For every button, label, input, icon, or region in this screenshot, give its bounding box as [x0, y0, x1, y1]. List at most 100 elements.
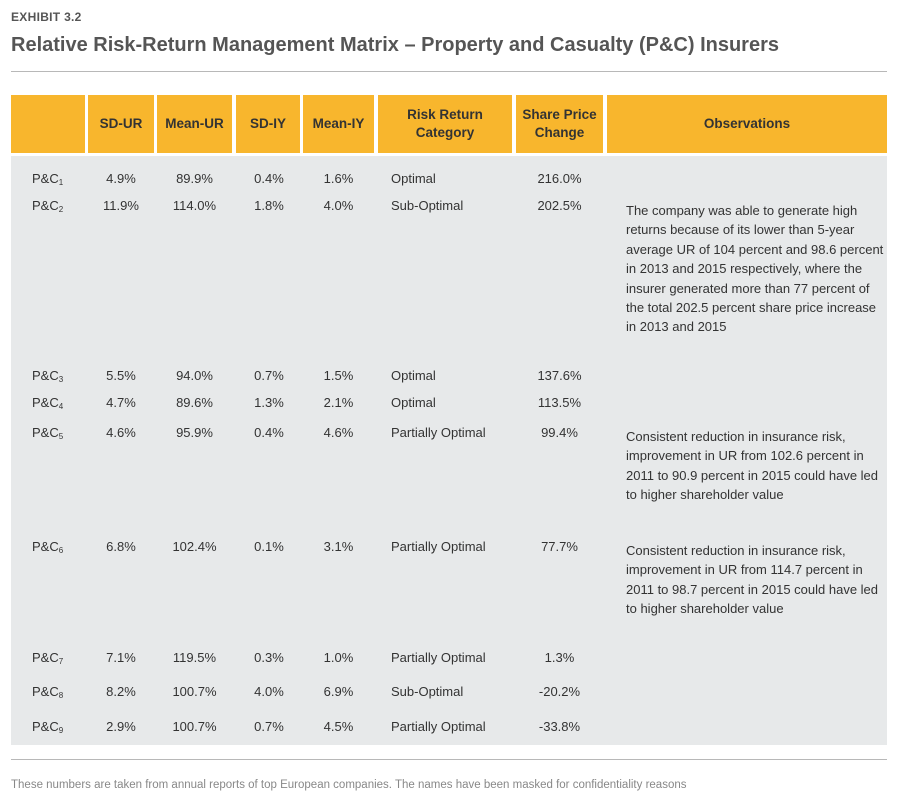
cell-mean-iy: 4.6%	[323, 425, 354, 440]
row-name-subscript: 7	[58, 657, 64, 666]
cell-category: Optimal	[391, 368, 436, 383]
header-observations: Observations	[607, 95, 887, 153]
cell-sd-iy: 0.3%	[254, 650, 284, 665]
cell-category: Sub-Optimal	[391, 684, 464, 699]
cell-mean-iy: 2.1%	[323, 395, 354, 410]
cell-spc: 216.0%	[537, 171, 582, 186]
row-name-text: P&C	[32, 198, 59, 213]
row-name-subscript: 5	[58, 432, 64, 441]
bottom-divider	[11, 759, 887, 760]
row-name: P&C1	[32, 171, 63, 187]
row-name-subscript: 8	[58, 691, 64, 700]
exhibit-label: EXHIBIT 3.2	[11, 10, 82, 24]
cell-spc: 202.5%	[537, 198, 582, 213]
cell-spc: 1.3%	[544, 650, 575, 665]
row-name-subscript: 4	[58, 402, 64, 411]
row-name-subscript: 9	[58, 726, 64, 735]
header-mean-iy: Mean-IY	[303, 95, 374, 153]
row-name: P&C2	[32, 198, 63, 214]
cell-mean-iy: 1.6%	[323, 171, 354, 186]
cell-mean-ur: 94.0%	[176, 368, 213, 383]
footnote: These numbers are taken from annual repo…	[11, 779, 687, 791]
header-risk-return-category: Risk Return Category	[378, 95, 512, 153]
row-name-text: P&C	[32, 425, 59, 440]
cell-sd-ur: 7.1%	[106, 650, 136, 665]
header-mean-ur: Mean-UR	[157, 95, 232, 153]
header-spc-line1: Share Price	[522, 107, 597, 122]
cell-category: Partially Optimal	[391, 650, 486, 665]
cell-sd-iy: 0.7%	[254, 368, 284, 383]
row-name-subscript: 2	[58, 205, 64, 214]
cell-mean-ur: 100.7%	[172, 719, 217, 734]
cell-sd-ur: 5.5%	[106, 368, 136, 383]
cell-spc: 113.5%	[537, 395, 582, 410]
row-name-text: P&C	[32, 719, 59, 734]
header-category-line2: Category	[415, 125, 475, 140]
cell-sd-ur: 2.9%	[106, 719, 136, 734]
cell-mean-ur: 119.5%	[172, 650, 217, 665]
page-title: Relative Risk-Return Management Matrix –…	[11, 34, 779, 56]
header-sd-iy: SD-IY	[236, 95, 300, 153]
row-name: P&C5	[32, 425, 63, 441]
row-name: P&C4	[32, 395, 63, 411]
cell-mean-ur: 114.0%	[172, 198, 217, 213]
cell-mean-iy: 3.1%	[323, 539, 354, 554]
row-name-subscript: 6	[58, 546, 64, 555]
row-name: P&C8	[32, 684, 63, 700]
cell-spc: -33.8%	[538, 719, 581, 734]
header-name-cell	[11, 95, 85, 153]
row-name-subscript: 3	[58, 375, 64, 384]
row-name: P&C9	[32, 719, 63, 735]
header-share-price-change: Share Price Change	[516, 95, 603, 153]
table-body	[11, 156, 887, 745]
cell-sd-iy: 1.3%	[254, 395, 284, 410]
cell-mean-iy: 1.5%	[323, 368, 354, 383]
cell-mean-iy: 1.0%	[323, 650, 354, 665]
cell-sd-ur: 4.9%	[106, 171, 136, 186]
cell-category: Optimal	[391, 395, 436, 410]
cell-sd-iy: 0.7%	[254, 719, 284, 734]
cell-sd-iy: 0.4%	[254, 425, 284, 440]
cell-category: Optimal	[391, 171, 436, 186]
cell-sd-ur: 4.6%	[106, 425, 136, 440]
cell-spc: 99.4%	[541, 425, 578, 440]
cell-sd-ur: 6.8%	[106, 539, 136, 554]
row-name: P&C3	[32, 368, 63, 384]
cell-sd-iy: 0.1%	[254, 539, 284, 554]
cell-mean-ur: 89.6%	[176, 395, 213, 410]
cell-sd-ur: 4.7%	[106, 395, 136, 410]
cell-category: Sub-Optimal	[391, 198, 464, 213]
header-spc-line2: Change	[534, 125, 585, 140]
row-name-text: P&C	[32, 539, 59, 554]
cell-category: Partially Optimal	[391, 425, 486, 440]
cell-sd-ur: 11.9%	[103, 198, 139, 213]
observation-row-2: The company was able to generate high re…	[626, 203, 884, 335]
row-name-text: P&C	[32, 684, 59, 699]
cell-spc: 137.6%	[537, 368, 582, 383]
top-divider	[11, 71, 887, 72]
cell-mean-iy: 4.0%	[323, 198, 354, 213]
cell-category: Partially Optimal	[391, 719, 486, 734]
cell-sd-ur: 8.2%	[106, 684, 136, 699]
cell-spc: 77.7%	[541, 539, 578, 554]
header-sd-ur: SD-UR	[88, 95, 154, 153]
cell-sd-iy: 0.4%	[254, 171, 284, 186]
cell-sd-iy: 1.8%	[254, 198, 284, 213]
cell-mean-iy: 4.5%	[323, 719, 354, 734]
row-name-text: P&C	[32, 395, 59, 410]
cell-mean-ur: 95.9%	[176, 425, 213, 440]
row-name: P&C6	[32, 539, 63, 555]
cell-category: Partially Optimal	[391, 539, 486, 554]
cell-mean-ur: 102.4%	[172, 539, 217, 554]
cell-mean-iy: 6.9%	[323, 684, 354, 699]
row-name-subscript: 1	[58, 178, 64, 187]
header-category-line1: Risk Return	[407, 107, 483, 122]
cell-mean-ur: 100.7%	[172, 684, 217, 699]
row-name: P&C7	[32, 650, 63, 666]
observation-row-6: Consistent reduction in insurance risk, …	[626, 543, 879, 617]
row-name-text: P&C	[32, 368, 59, 383]
cell-mean-ur: 89.9%	[176, 171, 213, 186]
row-name-text: P&C	[32, 171, 59, 186]
row-name-text: P&C	[32, 650, 59, 665]
cell-spc: -20.2%	[538, 684, 581, 699]
